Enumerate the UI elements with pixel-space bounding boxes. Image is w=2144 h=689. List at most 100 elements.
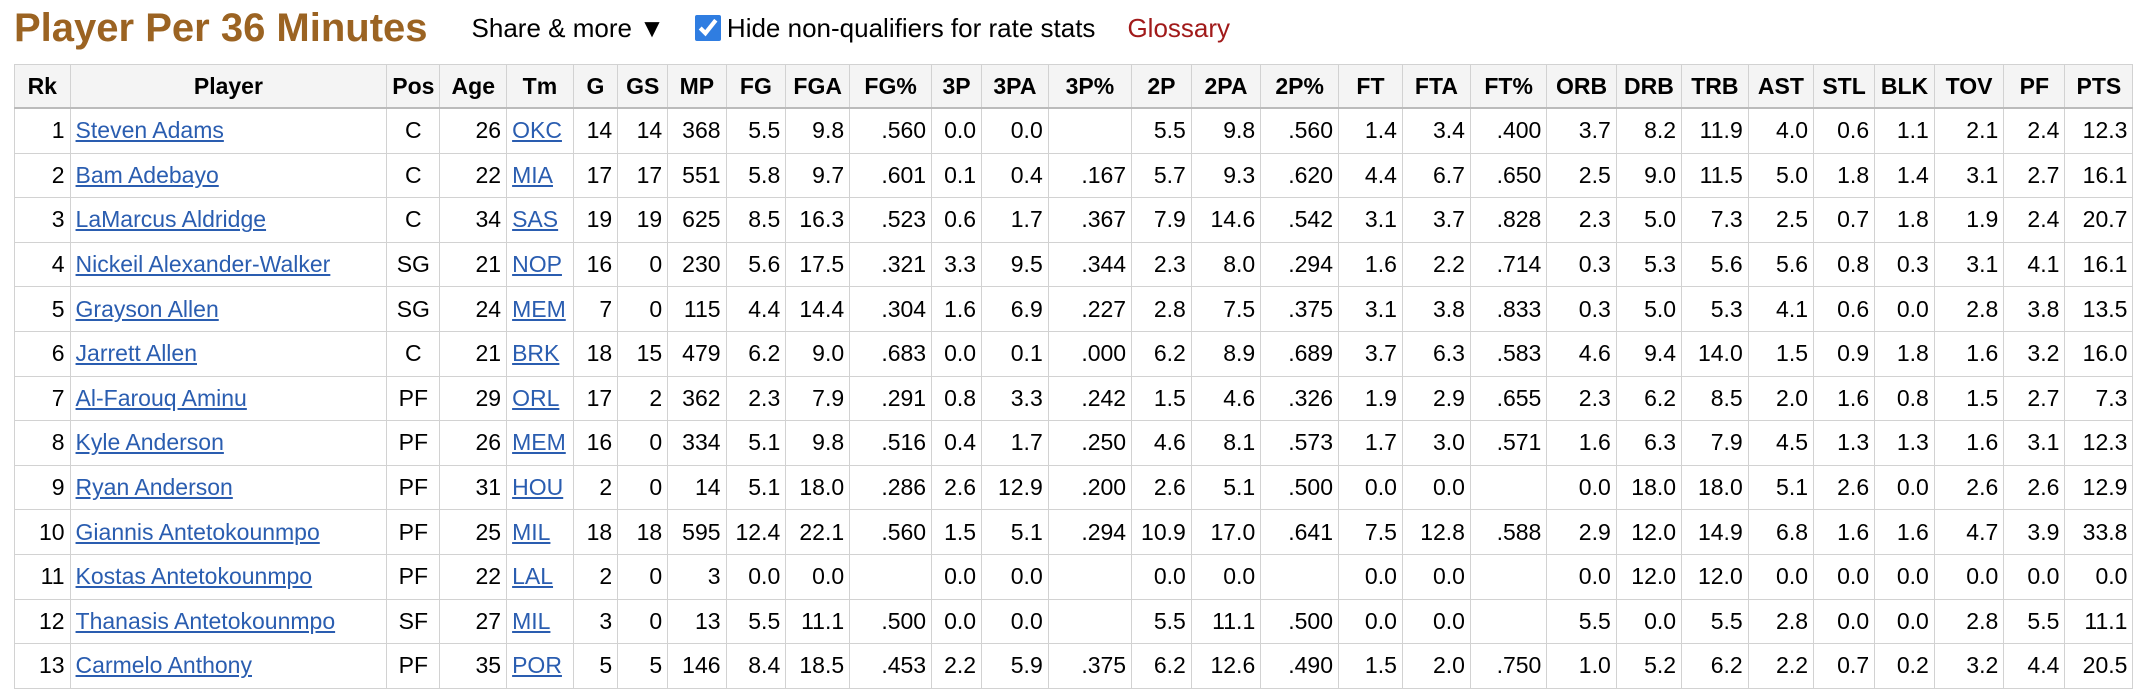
- player-link[interactable]: Thanasis Antetokounmpo: [75, 607, 336, 634]
- column-header[interactable]: FTA: [1401, 64, 1471, 109]
- cell: 3.2: [1933, 643, 2005, 689]
- cell: Kyle Anderson: [69, 420, 388, 466]
- column-header[interactable]: 3P: [931, 64, 983, 109]
- player-row: 5 Grayson Allen SG 24 MEM 7 0 115 4.4 14.4.304 1.6…: [14, 286, 2134, 332]
- cell: .453: [849, 643, 933, 689]
- team-link[interactable]: HOU: [512, 474, 564, 501]
- column-header[interactable]: G: [572, 64, 619, 109]
- cell: Giannis Antetokounmpo: [69, 509, 388, 555]
- team-link[interactable]: MEM: [512, 295, 566, 322]
- cell: 5: [14, 286, 71, 332]
- player-row: 10 Giannis Antetokounmpo PF 25 MIL 18 18 595 12.…: [14, 509, 2134, 555]
- team-link[interactable]: SAS: [512, 206, 559, 233]
- column-header[interactable]: FT%: [1469, 64, 1548, 109]
- column-header[interactable]: MP: [667, 64, 727, 109]
- column-header[interactable]: FT: [1338, 64, 1403, 109]
- cell: 25: [439, 509, 508, 555]
- player-link[interactable]: LaMarcus Aldridge: [75, 206, 267, 233]
- qualifier-toggle[interactable]: Hide non-qualifiers for rate stats: [694, 13, 1095, 44]
- player-link[interactable]: Steven Adams: [75, 117, 224, 144]
- cell: C: [386, 107, 441, 154]
- column-header[interactable]: FG: [725, 64, 787, 109]
- cell: .375: [1260, 286, 1340, 332]
- column-header[interactable]: FGA: [785, 64, 851, 109]
- player-link[interactable]: Giannis Antetokounmpo: [75, 518, 320, 545]
- cell: SG: [386, 286, 441, 332]
- cell: 7.9: [1131, 197, 1192, 243]
- cell: 3.8: [1401, 286, 1471, 332]
- player-link[interactable]: Kostas Antetokounmpo: [75, 563, 313, 590]
- checkbox[interactable]: [694, 15, 721, 41]
- column-header[interactable]: PTS: [2064, 64, 2134, 109]
- team-link[interactable]: POR: [512, 652, 562, 679]
- cell: 34: [439, 197, 508, 243]
- cell: C: [386, 197, 441, 243]
- cell: 18.5: [785, 643, 851, 689]
- cell: C: [386, 330, 441, 377]
- empty-cell: [1047, 598, 1133, 645]
- cell: 2.7: [2003, 375, 2066, 422]
- player-row: 8 Kyle Anderson PF 26 MEM 16 0 334 5.1 9.8.516 0.4…: [14, 420, 2134, 466]
- player-link[interactable]: Carmelo Anthony: [75, 652, 252, 679]
- column-header[interactable]: GS: [617, 64, 669, 109]
- cell: 5.5: [1546, 598, 1617, 645]
- player-link[interactable]: Jarrett Allen: [75, 340, 197, 367]
- player-row: 2 Bam Adebayo C 22 MIA 17 17 551 5.8 9.7.601 0.1 0.…: [14, 152, 2134, 199]
- column-header[interactable]: AST: [1747, 64, 1815, 109]
- column-header[interactable]: ORB: [1546, 64, 1617, 109]
- column-header[interactable]: Rk: [14, 64, 71, 109]
- glossary-link[interactable]: Glossary: [1127, 12, 1231, 43]
- cell: SAS: [506, 197, 574, 243]
- column-header[interactable]: TRB: [1681, 64, 1749, 109]
- column-header[interactable]: 3PA: [981, 64, 1049, 109]
- team-link[interactable]: BRK: [512, 340, 560, 367]
- cell: .294: [1260, 241, 1340, 288]
- player-link[interactable]: Bam Adebayo: [75, 161, 219, 188]
- page-title: Player Per 36 Minutes: [14, 5, 428, 50]
- team-link[interactable]: MIL: [512, 607, 551, 634]
- team-link[interactable]: MIA: [512, 161, 553, 188]
- cell: 0.8: [1813, 241, 1876, 288]
- player-link[interactable]: Grayson Allen: [75, 295, 219, 322]
- column-header[interactable]: STL: [1813, 64, 1876, 109]
- cell: 17.0: [1190, 509, 1262, 555]
- column-header[interactable]: Pos: [386, 64, 441, 109]
- team-link[interactable]: LAL: [512, 563, 554, 590]
- share-menu[interactable]: Share & more ▼: [471, 12, 665, 43]
- cell: 0.0: [1401, 598, 1471, 645]
- column-header[interactable]: DRB: [1615, 64, 1683, 109]
- column-header[interactable]: 2PA: [1190, 64, 1262, 109]
- column-header[interactable]: TOV: [1933, 64, 2005, 109]
- column-header[interactable]: BLK: [1874, 64, 1935, 109]
- column-header[interactable]: PF: [2003, 64, 2066, 109]
- team-link[interactable]: OKC: [512, 117, 562, 144]
- column-header[interactable]: Player: [69, 64, 388, 109]
- cell: 8.2: [1615, 107, 1683, 154]
- team-link[interactable]: MIL: [512, 518, 551, 545]
- column-header[interactable]: 2P: [1131, 64, 1192, 109]
- cell: 4.1: [2003, 241, 2066, 288]
- cell: OKC: [506, 107, 574, 154]
- cell: 2.0: [1747, 375, 1815, 422]
- team-link[interactable]: NOP: [512, 251, 562, 278]
- column-header[interactable]: Tm: [506, 64, 574, 109]
- cell: 1.5: [1338, 643, 1403, 689]
- column-header[interactable]: Age: [439, 64, 508, 109]
- empty-cell: [1047, 107, 1133, 154]
- team-link[interactable]: MEM: [512, 429, 566, 456]
- player-row: 9 Ryan Anderson PF 31 HOU 2 0 14 5.1 18.0.286 2.6 1…: [14, 464, 2134, 511]
- cell: 0.0: [1874, 286, 1935, 332]
- cell: PF: [386, 553, 441, 600]
- player-link[interactable]: Al-Farouq Aminu: [75, 384, 247, 411]
- team-link[interactable]: ORL: [512, 384, 560, 411]
- column-header[interactable]: FG%: [849, 64, 933, 109]
- cell: 1.7: [981, 420, 1049, 466]
- player-link[interactable]: Ryan Anderson: [75, 474, 233, 501]
- player-link[interactable]: Kyle Anderson: [75, 429, 224, 456]
- column-header[interactable]: 2P%: [1260, 64, 1340, 109]
- column-header[interactable]: 3P%: [1047, 64, 1133, 109]
- player-link[interactable]: Nickeil Alexander-Walker: [75, 251, 331, 278]
- cell: 0.0: [1338, 464, 1403, 511]
- cell: PF: [386, 420, 441, 466]
- cell: 1.3: [1874, 420, 1935, 466]
